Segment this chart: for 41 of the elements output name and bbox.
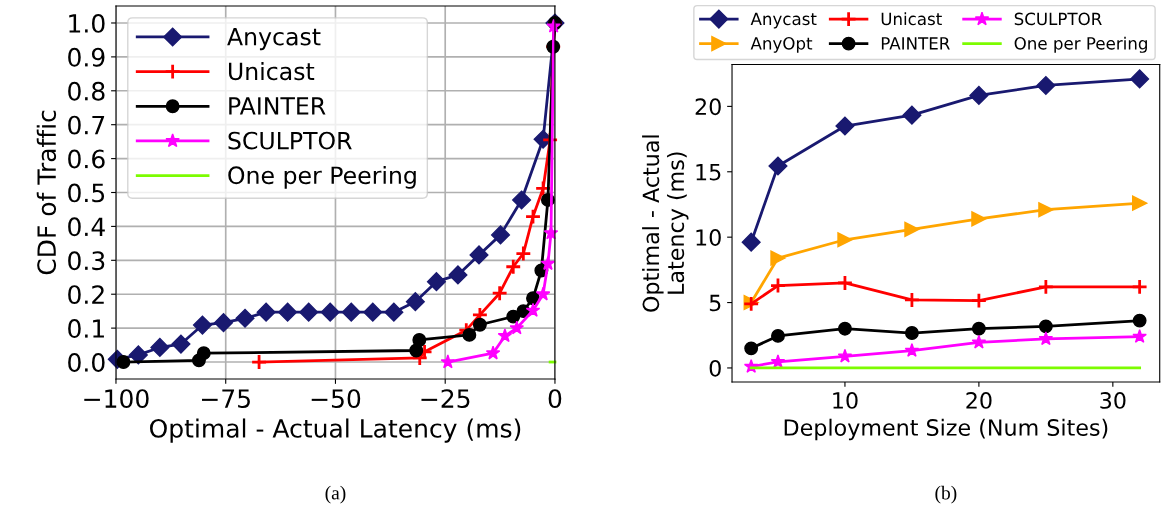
x-tick-label: −25 bbox=[421, 389, 470, 409]
y-tick-label: 20 bbox=[695, 98, 721, 116]
y-tick-label: 0.9 bbox=[68, 47, 105, 67]
x-axis-title: Optimal - Actual Latency (ms) bbox=[150, 418, 521, 443]
y-tick-label: 0.8 bbox=[68, 81, 105, 101]
x-tick-label: 0 bbox=[548, 389, 562, 409]
x-tick-label: −50 bbox=[311, 389, 361, 409]
legend-label: PAINTER bbox=[881, 37, 950, 50]
x-tick-label: −75 bbox=[201, 389, 250, 409]
y-tick-label: 0.0 bbox=[68, 352, 105, 372]
text: (a) bbox=[325, 485, 346, 504]
y-tick-label: 0.5 bbox=[68, 183, 105, 203]
y-tick-label: 15 bbox=[696, 164, 721, 181]
y-tick-label: 0.6 bbox=[68, 149, 105, 169]
y-tick-label: 0.2 bbox=[68, 285, 104, 305]
x-tick-label: −100 bbox=[84, 389, 149, 409]
y-tick-label: 0.4 bbox=[68, 217, 105, 237]
legend-label: Anycast bbox=[227, 28, 321, 51]
legend-label: SCULPTOR bbox=[1014, 12, 1102, 26]
legend-label: SCULPTOR bbox=[228, 131, 352, 150]
x-axis-title: Deployment Size (Num Sites) bbox=[784, 418, 1108, 441]
text: (b) bbox=[935, 485, 957, 504]
y-tick-label: 5 bbox=[709, 294, 721, 312]
x-tick-label: 30 bbox=[1100, 392, 1126, 409]
x-tick-label: 20 bbox=[966, 392, 992, 409]
legend-label: Anycast bbox=[750, 12, 817, 29]
legend-label: One per Peering bbox=[228, 165, 416, 189]
legend-label: Unicast bbox=[229, 61, 315, 81]
y-axis-title: CDF of Traffic bbox=[36, 110, 57, 275]
y-tick-label: 1.0 bbox=[69, 13, 105, 33]
y-tick-label: 10 bbox=[696, 229, 721, 246]
legend-label: AnyOpt bbox=[750, 37, 813, 53]
y-tick-label: 0.3 bbox=[68, 251, 105, 271]
x-tick-label: 10 bbox=[833, 392, 858, 409]
legend-label: Unicast bbox=[881, 12, 942, 26]
y-tick-label: 0 bbox=[709, 359, 721, 377]
y-axis-title: Optimal - Actual Latency (ms) bbox=[642, 135, 689, 312]
y-tick-label: 0.7 bbox=[68, 115, 105, 135]
legend-label: One per Peering bbox=[1014, 36, 1147, 53]
legend-label: PAINTER bbox=[229, 97, 326, 115]
y-tick-label: 0.1 bbox=[68, 319, 104, 338]
